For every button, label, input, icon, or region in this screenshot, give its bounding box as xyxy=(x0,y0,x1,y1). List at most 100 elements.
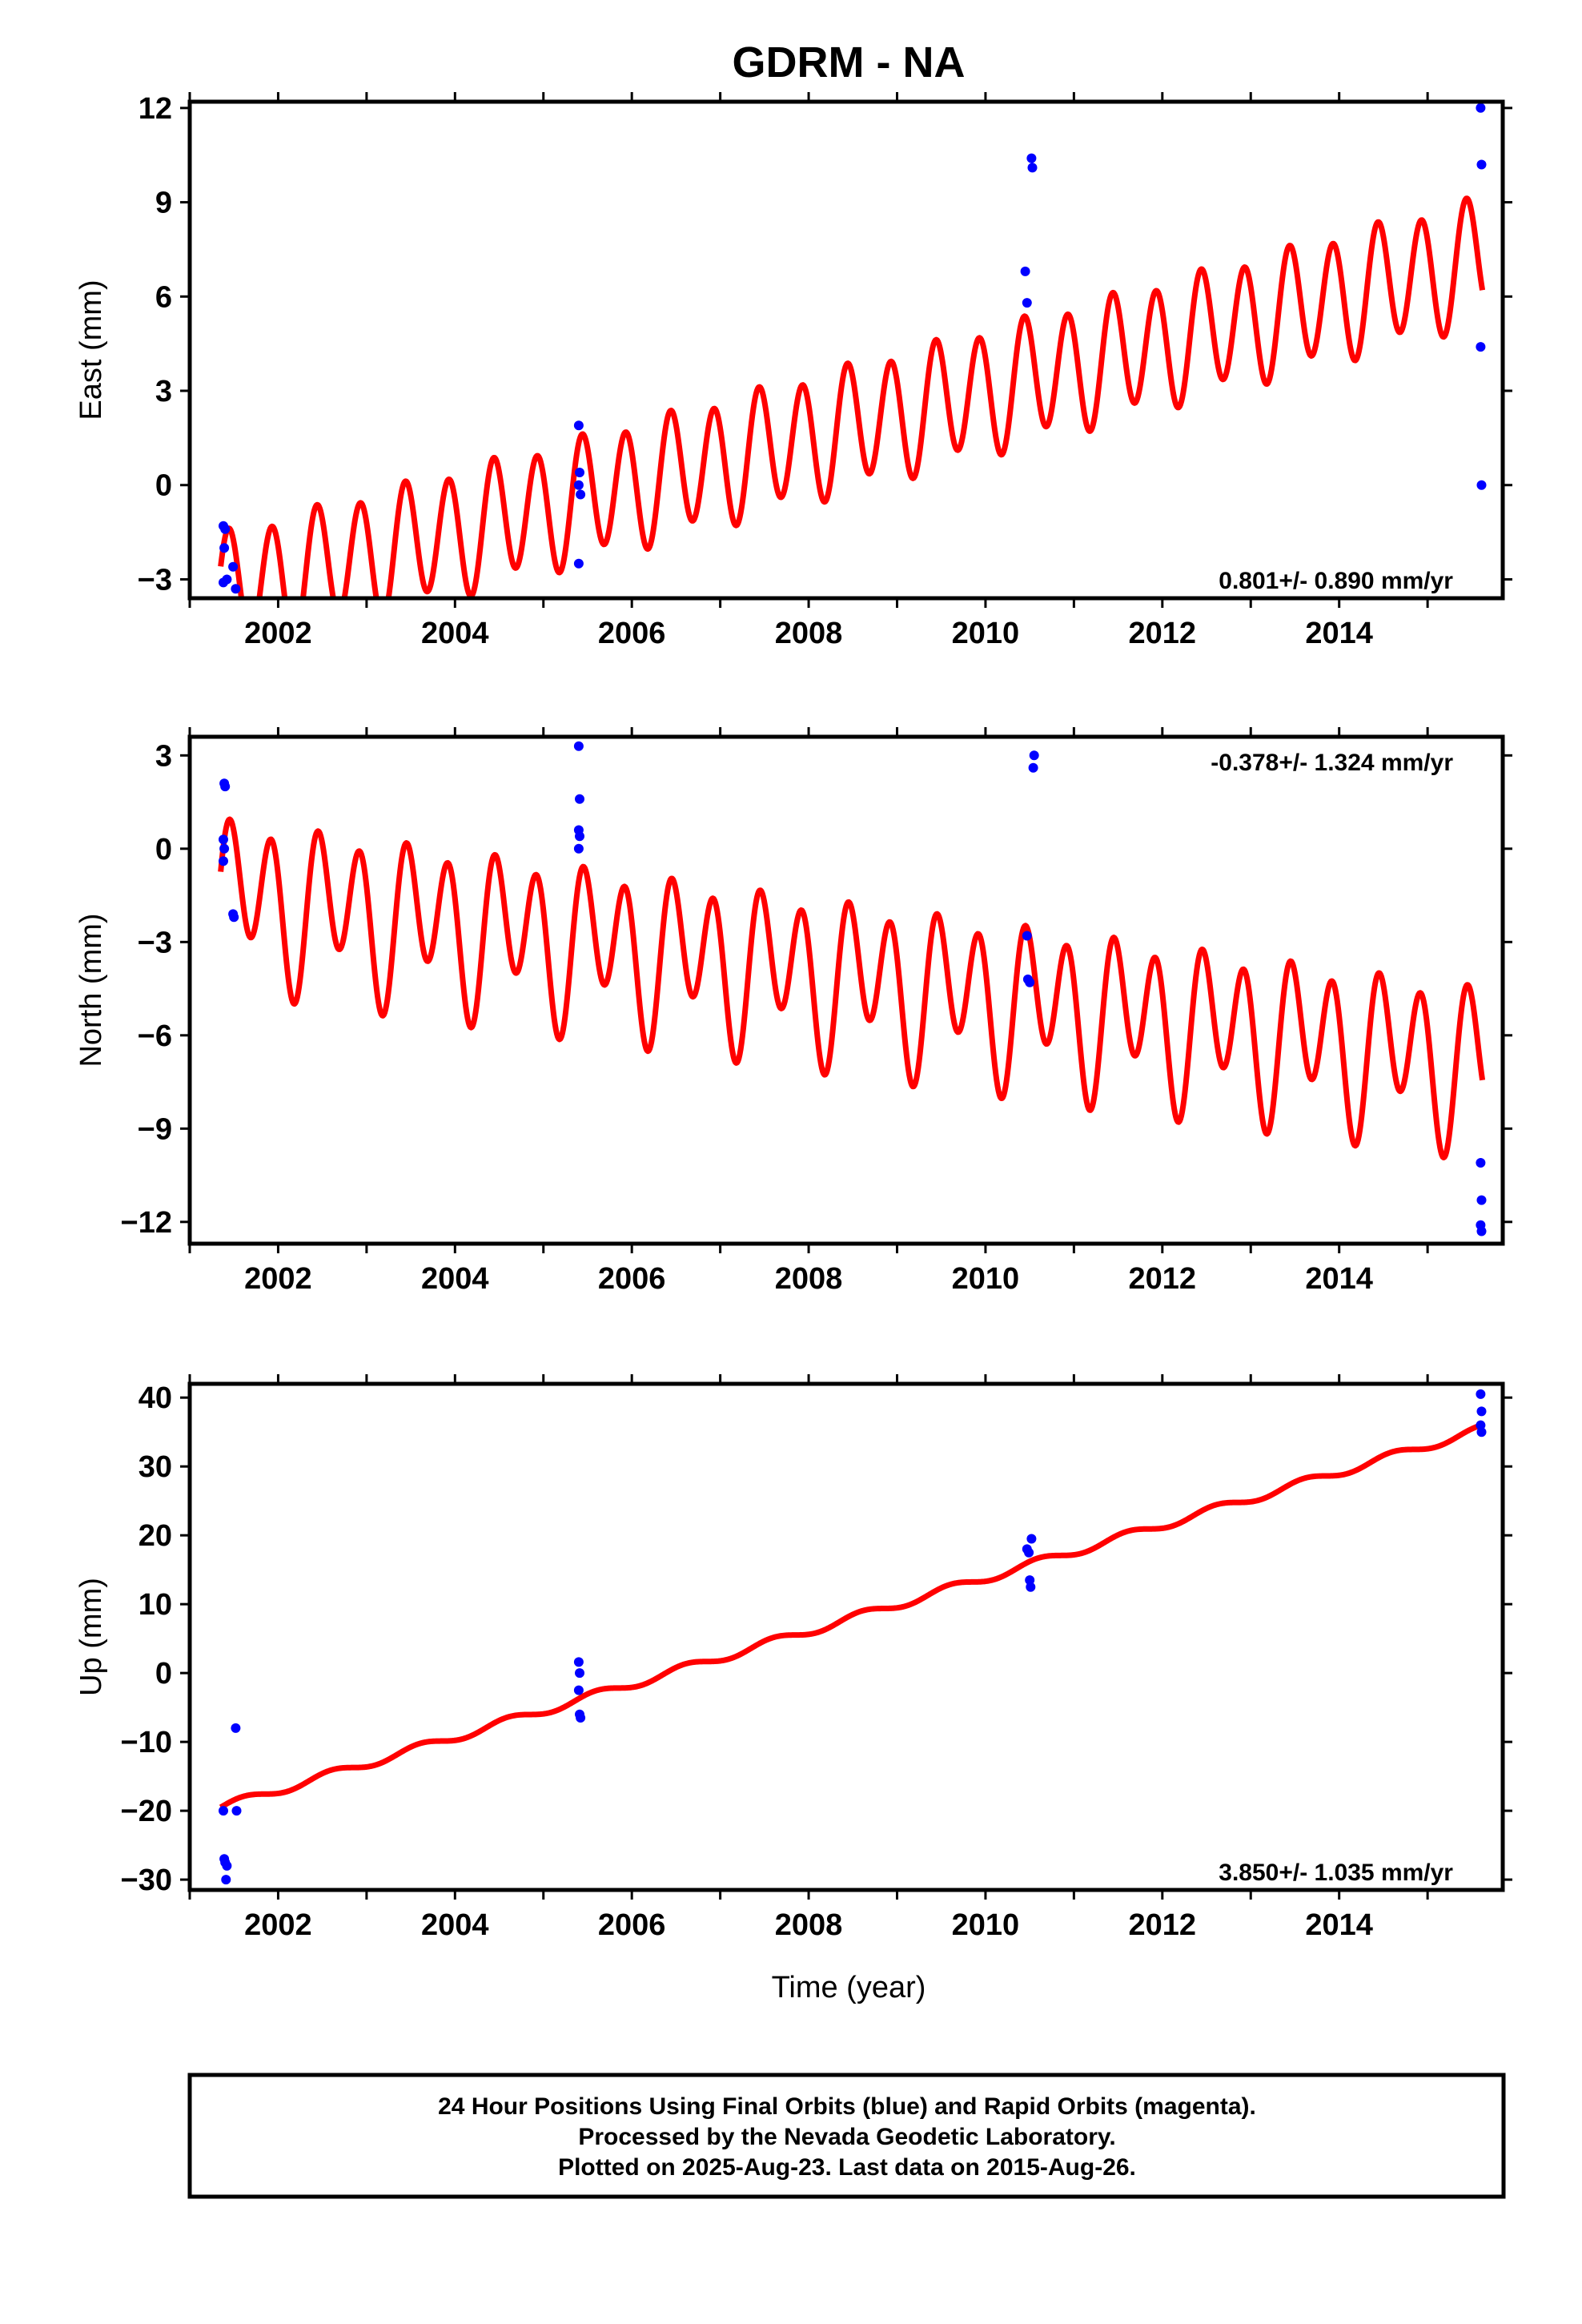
x-tick-label: 2014 xyxy=(1305,617,1373,650)
plot-frame xyxy=(187,734,1505,1246)
y-tick-label: 0 xyxy=(155,833,172,866)
model-fit-line xyxy=(219,1421,1484,1810)
data-point xyxy=(575,468,584,477)
data-point xyxy=(573,1685,584,1695)
velocity-annotation: -0.378+/- 1.324 mm/yr xyxy=(1211,750,1453,776)
velocity-annotation: 0.801+/- 0.890 mm/yr xyxy=(1219,568,1453,594)
x-tick-label: 2008 xyxy=(775,1262,843,1296)
y-tick-label: −3 xyxy=(138,926,172,959)
y-tick-label: 12 xyxy=(139,92,172,126)
y-tick-label: 30 xyxy=(139,1450,172,1484)
plot-frame xyxy=(187,99,1505,601)
data-point xyxy=(575,1668,584,1679)
y-tick-label: 0 xyxy=(155,1657,172,1691)
x-tick-label: 2012 xyxy=(1129,617,1197,650)
y-tick-label: −12 xyxy=(121,1206,172,1240)
data-point xyxy=(222,1860,232,1871)
data-point xyxy=(573,480,584,490)
x-tick-label: 2006 xyxy=(598,617,666,650)
y-tick-label: 9 xyxy=(155,187,172,220)
y-tick-label: 20 xyxy=(139,1519,172,1553)
x-tick-label: 2004 xyxy=(421,617,489,650)
x-tick-label: 2008 xyxy=(775,1908,843,1942)
data-point xyxy=(573,741,584,751)
y-axis-label: East (mm) xyxy=(74,279,108,420)
figure-title: GDRM - NA xyxy=(733,38,966,86)
x-tick-label: 2002 xyxy=(244,1908,312,1942)
data-point xyxy=(221,1875,231,1885)
footer-box: 24 Hour Positions Using Final Orbits (bl… xyxy=(187,2073,1506,2199)
data-point xyxy=(1026,153,1037,163)
x-tick-label: 2010 xyxy=(952,617,1020,650)
data-point xyxy=(219,843,230,854)
x-tick-label: 2014 xyxy=(1305,1908,1373,1942)
data-point xyxy=(1029,750,1039,761)
data-point xyxy=(219,1806,228,1816)
x-tick-label: 2014 xyxy=(1305,1262,1373,1296)
data-point xyxy=(576,489,586,500)
velocity-annotation: 3.850+/- 1.035 mm/yr xyxy=(1219,1860,1453,1886)
x-tick-label: 2010 xyxy=(952,1908,1020,1942)
panel-1: −3 0 3 6 9 12 2002 2004 2006 2008 2010 2012 2014 East… xyxy=(74,92,1512,650)
y-tick-label: −30 xyxy=(121,1864,172,1897)
data-point xyxy=(1476,1389,1486,1399)
data-point xyxy=(1476,103,1486,113)
data-point xyxy=(231,584,241,594)
y-tick-label: 10 xyxy=(139,1588,172,1622)
data-point xyxy=(1022,298,1032,308)
data-point xyxy=(1476,1226,1487,1236)
data-point xyxy=(219,543,230,553)
data-point xyxy=(1020,266,1030,276)
data-point xyxy=(1476,1158,1486,1168)
y-tick-label: 3 xyxy=(155,739,172,773)
data-point xyxy=(219,834,228,845)
x-tick-label: 2002 xyxy=(244,1262,312,1296)
panel-2: −12 −9 −6 −3 0 3 2002 2004 2006 2008 2010 2012 2014 N… xyxy=(74,727,1512,1296)
y-tick-label: 3 xyxy=(155,375,172,408)
data-point xyxy=(231,1723,241,1733)
x-tick-label: 2008 xyxy=(775,617,843,650)
x-tick-label: 2006 xyxy=(598,1908,666,1942)
data-point xyxy=(220,524,231,534)
data-point xyxy=(1028,762,1038,773)
data-point xyxy=(1026,1582,1036,1592)
y-tick-label: −10 xyxy=(121,1726,172,1759)
model-fit-line xyxy=(218,195,1486,598)
y-tick-label: −9 xyxy=(138,1112,172,1146)
data-point xyxy=(1024,1547,1034,1558)
data-point xyxy=(573,1657,584,1667)
data-point xyxy=(1476,159,1487,170)
data-point xyxy=(573,558,584,569)
y-tick-label: 6 xyxy=(155,280,172,314)
x-tick-label: 2002 xyxy=(244,617,312,650)
data-point xyxy=(1022,931,1032,941)
data-point xyxy=(575,794,584,804)
x-tick-label: 2006 xyxy=(598,1262,666,1296)
data-point xyxy=(1476,342,1486,352)
footer-line-1: 24 Hour Positions Using Final Orbits (bl… xyxy=(438,2093,1256,2120)
data-point xyxy=(1476,1427,1487,1437)
y-tick-label: −6 xyxy=(138,1019,172,1053)
y-tick-label: −3 xyxy=(138,563,172,597)
footer-line-2: Processed by the Nevada Geodetic Laborat… xyxy=(578,2124,1115,2150)
data-point xyxy=(228,561,239,572)
x-tick-label: 2012 xyxy=(1129,1262,1197,1296)
data-point xyxy=(222,574,232,585)
data-point xyxy=(576,1713,586,1723)
x-tick-label: 2010 xyxy=(952,1262,1020,1296)
data-point xyxy=(1025,977,1035,987)
x-tick-label: 2004 xyxy=(421,1262,489,1296)
data-point xyxy=(219,856,228,866)
y-axis-label: North (mm) xyxy=(74,913,108,1067)
data-point xyxy=(1476,1406,1487,1417)
data-point xyxy=(1476,480,1487,490)
plot-frame xyxy=(187,1381,1505,1892)
data-point xyxy=(573,843,584,854)
data-point xyxy=(229,912,239,923)
data-point xyxy=(1027,163,1038,173)
data-point xyxy=(220,782,231,792)
panel-3: −30 −20 −10 0 10 20 30 40 2002 2004 2006 2008 2010 20… xyxy=(74,1374,1512,1942)
y-tick-label: 0 xyxy=(155,469,172,503)
